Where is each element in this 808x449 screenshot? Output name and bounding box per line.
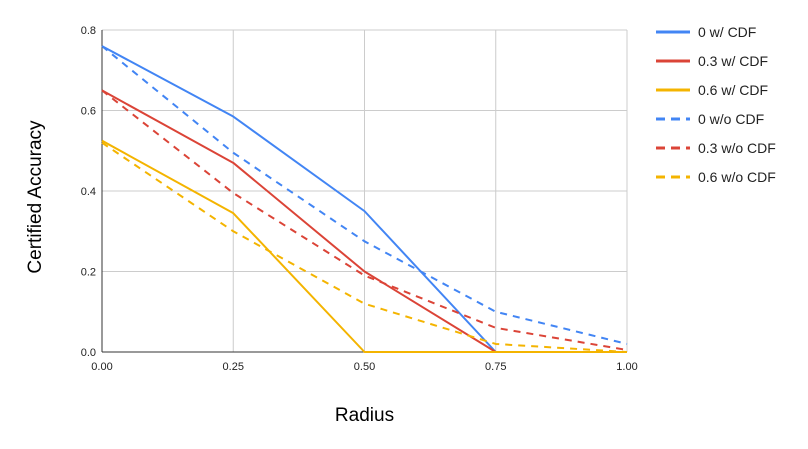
legend-label: 0 w/ CDF bbox=[698, 24, 756, 40]
x-tick-label: 0.25 bbox=[223, 361, 244, 373]
legend-item: 0.3 w/ CDF bbox=[656, 53, 768, 69]
x-tick-label: 0.75 bbox=[485, 361, 506, 373]
legend-item: 0 w/ CDF bbox=[656, 24, 756, 40]
series-lines bbox=[101, 45, 628, 353]
legend-item: 0.6 w/o CDF bbox=[656, 169, 776, 185]
y-tick-label: 0.2 bbox=[81, 267, 96, 279]
legend-label: 0 w/o CDF bbox=[698, 111, 764, 127]
y-tick-label: 0.4 bbox=[81, 186, 96, 198]
y-tick-label: 0.6 bbox=[81, 106, 96, 118]
series-line bbox=[101, 141, 628, 353]
legend-item: 0.6 w/ CDF bbox=[656, 82, 768, 98]
y-tick-label: 0.8 bbox=[81, 25, 96, 37]
y-axis-title: Certified Accuracy bbox=[25, 120, 46, 274]
legend: 0 w/ CDF 0.3 w/ CDF 0.6 w/ CDF 0 w/o CDF 0.3… bbox=[656, 24, 776, 185]
legend-item: 0.3 w/o CDF bbox=[656, 140, 776, 156]
x-axis-title: Radius bbox=[335, 405, 394, 426]
legend-label: 0.6 w/o CDF bbox=[698, 169, 776, 185]
x-tick-label: 0.00 bbox=[91, 361, 112, 373]
x-tick-label: 1.00 bbox=[616, 361, 637, 373]
legend-label: 0.3 w/ CDF bbox=[698, 53, 768, 69]
series-line bbox=[101, 89, 628, 351]
x-tick-label: 0.50 bbox=[354, 361, 375, 373]
series-line bbox=[101, 45, 628, 345]
tick-labels: 0.00 0.25 0.50 0.75 1.00 0.0 0.2 0.4 0.6 0.8 bbox=[81, 25, 638, 373]
legend-label: 0.6 w/ CDF bbox=[698, 82, 768, 98]
legend-item: 0 w/o CDF bbox=[656, 111, 764, 127]
grid bbox=[102, 29, 628, 352]
y-tick-label: 0.0 bbox=[81, 347, 96, 359]
series-line bbox=[101, 139, 627, 353]
legend-label: 0.3 w/o CDF bbox=[698, 140, 776, 156]
